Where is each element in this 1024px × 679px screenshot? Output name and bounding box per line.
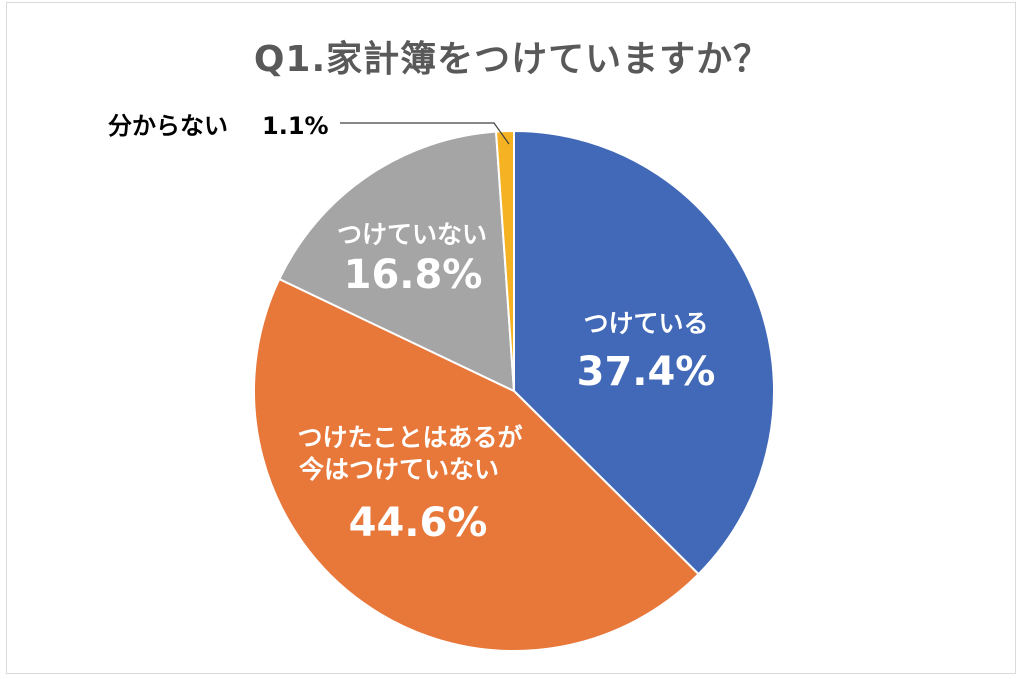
slice-value-label: 1.1% xyxy=(262,112,329,140)
slice-label: 分からない xyxy=(108,112,228,140)
slice-label: 今はつけていない xyxy=(299,455,499,484)
pie-slice xyxy=(494,129,515,392)
slice-value-label: 16.8% xyxy=(344,252,483,298)
pie-slice xyxy=(253,277,700,652)
slice-value-label: 44.6% xyxy=(349,500,488,546)
slice-value-label: 37.4% xyxy=(577,349,716,395)
slice-label: つけている xyxy=(583,309,708,338)
leader-line xyxy=(340,122,510,145)
slice-label: つけていない xyxy=(337,220,487,249)
chart-title: Q1.家計簿をつけていますか？ xyxy=(253,39,771,80)
pie-slice xyxy=(513,129,775,576)
pie-slice xyxy=(277,130,516,393)
slice-label: つけたことはあるが xyxy=(297,423,522,452)
